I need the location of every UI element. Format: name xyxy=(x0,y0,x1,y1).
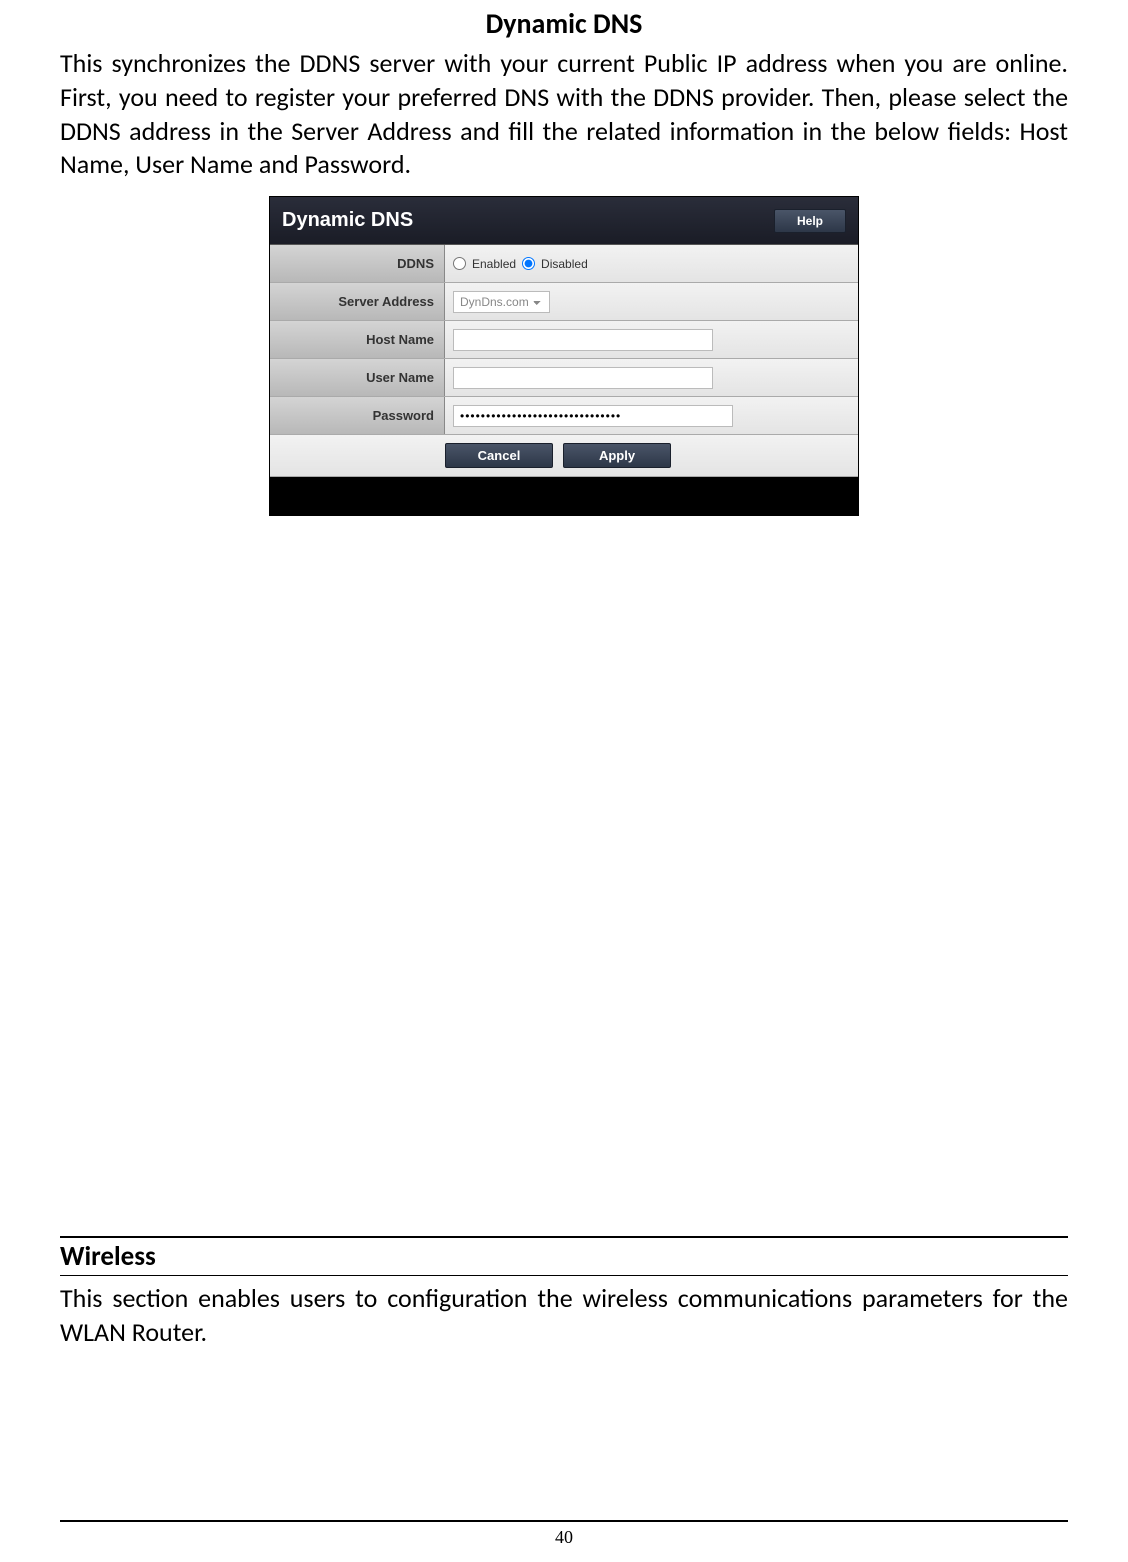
page-title: Dynamic DNS xyxy=(60,6,1068,41)
section-divider-top xyxy=(60,1236,1068,1238)
user-name-input[interactable] xyxy=(453,367,713,389)
footer-line xyxy=(60,1520,1068,1522)
host-name-row: Host Name xyxy=(270,321,858,359)
user-name-row: User Name xyxy=(270,359,858,397)
ddns-disabled-option[interactable]: Disabled xyxy=(522,257,588,271)
user-name-input-cell xyxy=(445,359,858,396)
ddns-enabled-label: Enabled xyxy=(472,257,516,271)
password-input-cell xyxy=(445,397,858,434)
panel-header: Dynamic DNS Help xyxy=(270,197,858,245)
ddns-enabled-option[interactable]: Enabled xyxy=(453,257,516,271)
panel-title: Dynamic DNS xyxy=(282,209,413,232)
user-name-label: User Name xyxy=(270,359,445,396)
button-cell: Cancel Apply xyxy=(270,435,858,476)
wireless-text: This section enables users to configurat… xyxy=(60,1282,1068,1350)
host-name-input-cell xyxy=(445,321,858,358)
section-divider-bottom xyxy=(60,1275,1068,1276)
server-address-input-cell: DynDns.com xyxy=(445,283,858,320)
ddns-input-cell: Enabled Disabled xyxy=(445,245,858,282)
ddns-enabled-radio[interactable] xyxy=(453,257,466,270)
server-address-row: Server Address DynDns.com xyxy=(270,283,858,321)
host-name-label: Host Name xyxy=(270,321,445,358)
cancel-button[interactable]: Cancel xyxy=(445,443,553,468)
password-label: Password xyxy=(270,397,445,434)
help-button[interactable]: Help xyxy=(774,209,846,233)
ddns-row: DDNS Enabled Disabled xyxy=(270,245,858,283)
apply-button[interactable]: Apply xyxy=(563,443,671,468)
ddns-label: DDNS xyxy=(270,245,445,282)
page-number: 40 xyxy=(0,1527,1128,1548)
router-panel: Dynamic DNS Help DDNS Enabled Disabled S… xyxy=(269,196,859,516)
host-name-input[interactable] xyxy=(453,329,713,351)
password-input[interactable] xyxy=(453,405,733,427)
ddns-disabled-radio[interactable] xyxy=(522,257,535,270)
wireless-heading: Wireless xyxy=(60,1240,1068,1273)
button-row: Cancel Apply xyxy=(270,435,858,477)
panel-footer xyxy=(270,477,858,515)
server-address-label: Server Address xyxy=(270,283,445,320)
panel-container: Dynamic DNS Help DDNS Enabled Disabled S… xyxy=(60,196,1068,516)
intro-paragraph: This synchronizes the DDNS server with y… xyxy=(60,47,1068,182)
server-address-select[interactable]: DynDns.com xyxy=(453,291,550,313)
password-row: Password xyxy=(270,397,858,435)
ddns-disabled-label: Disabled xyxy=(541,257,588,271)
